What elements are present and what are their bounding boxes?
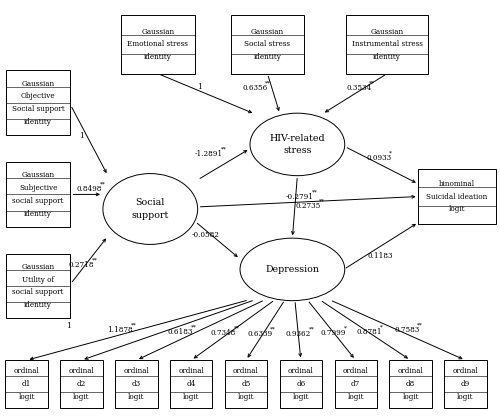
Text: binominal
Suicidal ideation
logit: binominal Suicidal ideation logit (426, 180, 488, 213)
FancyBboxPatch shape (444, 360, 486, 408)
FancyBboxPatch shape (346, 15, 428, 74)
Text: Gaussian
Utility of
social support
identity: Gaussian Utility of social support ident… (12, 263, 64, 309)
FancyBboxPatch shape (390, 360, 432, 408)
Text: ordinal
d2
logit: ordinal d2 logit (68, 367, 94, 401)
Text: **: ** (369, 81, 375, 86)
Text: 0.7999: 0.7999 (320, 329, 346, 337)
Text: 1: 1 (66, 322, 70, 331)
Text: 1: 1 (79, 132, 84, 140)
FancyBboxPatch shape (170, 360, 212, 408)
FancyBboxPatch shape (6, 360, 48, 408)
Text: ordinal
d3
logit: ordinal d3 logit (124, 367, 150, 401)
Text: *: * (380, 324, 383, 329)
Text: HIV-related
stress: HIV-related stress (270, 134, 325, 155)
Text: ordinal
d8
logit: ordinal d8 logit (398, 367, 423, 401)
Text: **: ** (92, 258, 98, 263)
Text: Gaussian
Social stress
identity: Gaussian Social stress identity (244, 28, 290, 61)
Text: 1: 1 (197, 83, 202, 91)
Text: **: ** (266, 81, 271, 86)
Text: ordinal
d9
logit: ordinal d9 logit (452, 367, 478, 401)
Text: 0.2718: 0.2718 (68, 261, 94, 269)
FancyBboxPatch shape (60, 360, 102, 408)
Text: **: ** (308, 326, 314, 331)
Text: ordinal
d5
logit: ordinal d5 logit (233, 367, 259, 401)
Text: ordinal
d7
logit: ordinal d7 logit (343, 367, 368, 401)
Ellipse shape (103, 173, 198, 245)
Text: Gaussian
Emotional stress
identity: Gaussian Emotional stress identity (128, 28, 188, 61)
Text: 0.8498: 0.8498 (77, 185, 102, 193)
Text: **: ** (100, 181, 105, 186)
Text: ordinal
d1
logit: ordinal d1 logit (14, 367, 40, 401)
Text: Gaussian
Objective
Social support
identity: Gaussian Objective Social support identi… (12, 79, 64, 126)
Text: 0.6183: 0.6183 (168, 328, 193, 336)
Text: **: ** (312, 189, 318, 194)
Text: ordinal
d4
logit: ordinal d4 logit (178, 367, 204, 401)
Text: Depression: Depression (266, 265, 320, 274)
Text: 0.6339: 0.6339 (248, 330, 272, 338)
FancyBboxPatch shape (334, 360, 377, 408)
Text: **: ** (190, 324, 196, 329)
Text: 0.7583: 0.7583 (394, 326, 419, 334)
Text: ordinal
d6
logit: ordinal d6 logit (288, 367, 314, 401)
Text: Gaussian
Instrumental stress
identity: Gaussian Instrumental stress identity (352, 28, 422, 61)
Ellipse shape (240, 238, 344, 301)
FancyBboxPatch shape (230, 15, 304, 74)
Text: 0.9362: 0.9362 (286, 330, 311, 338)
Text: 0.7348: 0.7348 (211, 329, 236, 337)
Text: 0.2735: 0.2735 (296, 201, 321, 210)
Text: -1.2891: -1.2891 (195, 150, 223, 158)
Text: **: ** (418, 322, 423, 327)
FancyBboxPatch shape (115, 360, 158, 408)
Text: **: ** (130, 322, 136, 327)
Text: 0.0933: 0.0933 (366, 154, 391, 162)
Text: **: ** (270, 326, 276, 331)
Text: -0.0582: -0.0582 (191, 231, 219, 239)
Text: **: ** (234, 326, 239, 331)
FancyBboxPatch shape (121, 15, 194, 74)
FancyBboxPatch shape (6, 254, 70, 319)
FancyBboxPatch shape (280, 360, 322, 408)
FancyBboxPatch shape (225, 360, 267, 408)
FancyBboxPatch shape (418, 169, 496, 224)
Text: Social
support: Social support (132, 198, 169, 220)
Text: 0.1183: 0.1183 (368, 252, 394, 260)
Text: 0.8781: 0.8781 (357, 328, 382, 336)
Text: -0.2791: -0.2791 (286, 193, 314, 201)
FancyBboxPatch shape (6, 162, 70, 227)
Text: **: ** (318, 198, 324, 203)
Text: *: * (344, 326, 346, 331)
Text: Gaussian
Subjective
social support
identity: Gaussian Subjective social support ident… (12, 171, 64, 218)
Text: 0.6356: 0.6356 (242, 84, 268, 92)
Text: *: * (389, 150, 392, 155)
Text: **: ** (221, 146, 226, 151)
Ellipse shape (250, 113, 344, 176)
FancyBboxPatch shape (6, 71, 70, 135)
Text: 1.1878: 1.1878 (108, 326, 133, 334)
Text: 0.3534: 0.3534 (346, 84, 372, 92)
